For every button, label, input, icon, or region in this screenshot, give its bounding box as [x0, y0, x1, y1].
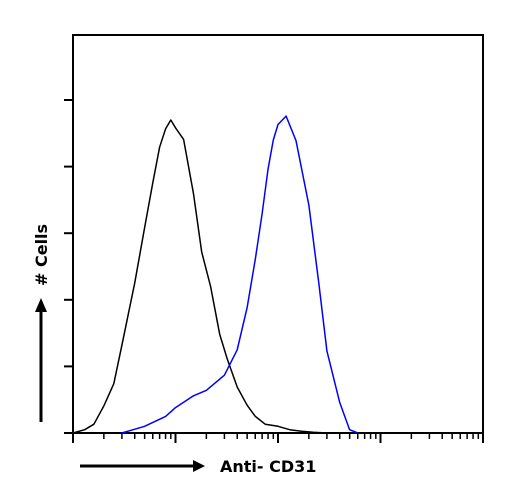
histogram-series-1	[121, 115, 359, 434]
y-axis-ticks	[64, 99, 73, 434]
series-layer	[72, 115, 359, 434]
x-axis-label: Anti- CD31	[220, 457, 316, 476]
plot-frame	[72, 34, 484, 434]
y-axis-label: # Cells	[32, 224, 51, 286]
y-label-arrowhead	[35, 298, 47, 312]
histogram-series-0	[72, 119, 327, 434]
x-axis-ticks	[72, 433, 484, 443]
x-label-arrowhead	[193, 460, 205, 472]
